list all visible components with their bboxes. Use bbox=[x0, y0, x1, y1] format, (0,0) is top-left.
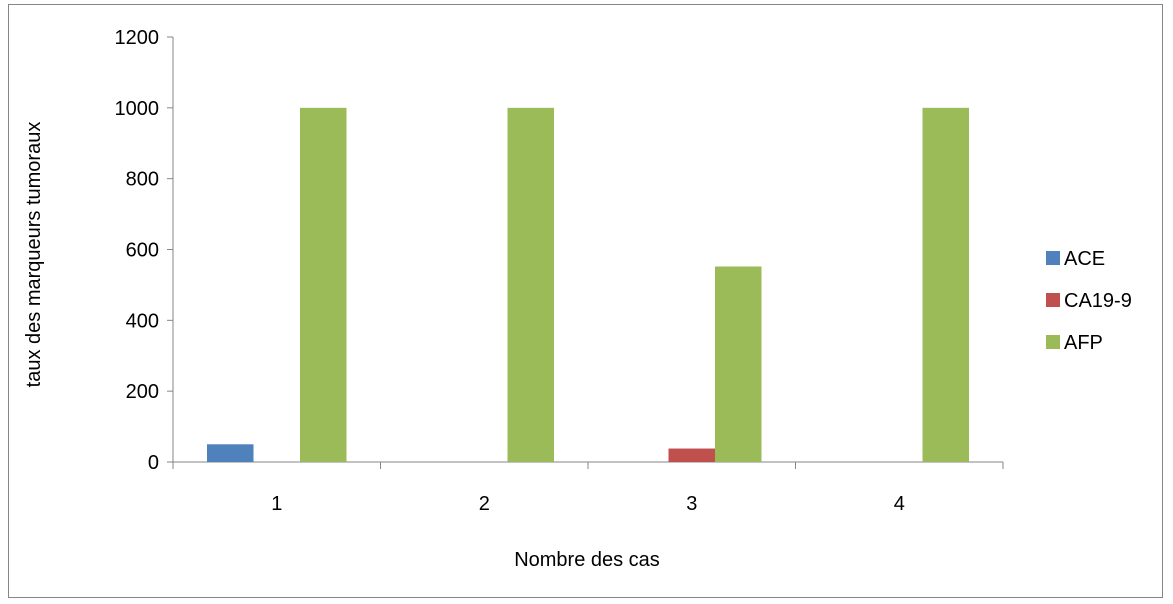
legend-label: ACE bbox=[1064, 248, 1105, 270]
y-tick-label: 1200 bbox=[115, 27, 160, 49]
x-ticks: 1 2 3 4 bbox=[172, 462, 1004, 515]
bar-ace-1 bbox=[207, 444, 254, 462]
legend-swatch bbox=[1046, 293, 1060, 307]
legend-label: AFP bbox=[1064, 332, 1103, 354]
y-tick-label: 1000 bbox=[115, 98, 160, 120]
x-tick-label: 4 bbox=[894, 493, 905, 515]
y-tick-label: 0 bbox=[148, 452, 159, 474]
legend: ACE CA19-9 AFP bbox=[1046, 248, 1132, 354]
y-tick-label: 400 bbox=[126, 310, 159, 332]
bar-afp-2 bbox=[507, 107, 554, 462]
y-axis-title: taux des marqueurs tumoraux bbox=[23, 122, 45, 388]
legend-swatch bbox=[1046, 251, 1060, 265]
bar-ca19-9-3 bbox=[668, 448, 715, 462]
y-tick-label: 600 bbox=[126, 240, 159, 262]
x-tick-label: 1 bbox=[271, 493, 282, 515]
axes bbox=[172, 37, 1003, 463]
bar-afp-3 bbox=[715, 266, 762, 462]
legend-swatch bbox=[1046, 335, 1060, 349]
y-ticks: 0 200 400 600 800 1000 1200 bbox=[115, 27, 173, 474]
chart-frame bbox=[8, 4, 1163, 598]
bar-afp-4 bbox=[922, 107, 969, 462]
x-tick-label: 3 bbox=[686, 493, 697, 515]
bar-afp-1 bbox=[300, 107, 347, 462]
bars bbox=[207, 107, 969, 462]
y-tick-label: 800 bbox=[126, 169, 159, 191]
x-tick-label: 2 bbox=[479, 493, 490, 515]
y-tick-label: 200 bbox=[126, 381, 159, 403]
x-axis-title: Nombre des cas bbox=[514, 549, 660, 571]
legend-label: CA19-9 bbox=[1064, 290, 1132, 312]
